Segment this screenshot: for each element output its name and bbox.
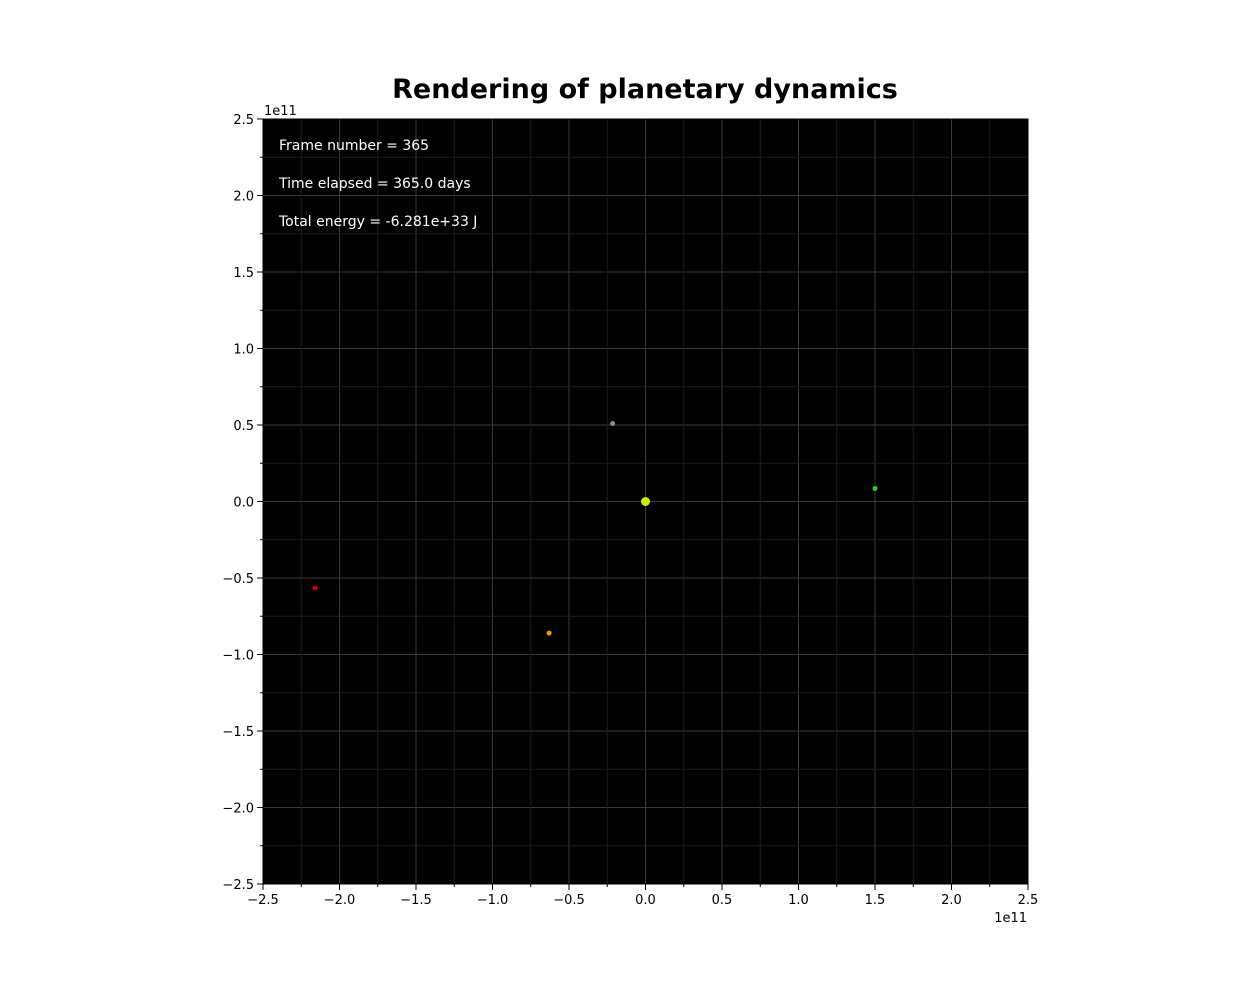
frame-number-label: Frame number = 365: [279, 138, 429, 154]
x-tick-label: −1.5: [400, 893, 432, 908]
x-tick-label: 0.0: [635, 893, 656, 908]
y-tick-label: 1.0: [233, 343, 254, 358]
x-tick-label: −2.0: [324, 893, 356, 908]
x-tick-label: 0.5: [712, 893, 733, 908]
x-tick-label: 1.0: [788, 893, 809, 908]
y-tick-label: −1.5: [222, 725, 254, 740]
total-energy-label: Total energy = -6.281e+33 J: [278, 214, 477, 230]
planet-point: [312, 585, 318, 591]
y-tick-label: 0.5: [233, 419, 254, 434]
x-axis-offset-label: 1e11: [994, 911, 1027, 926]
time-elapsed-label: Time elapsed = 365.0 days: [278, 176, 471, 192]
planet-point: [872, 485, 878, 491]
x-tick-label: −1.0: [477, 893, 509, 908]
y-tick-label: −2.5: [222, 878, 254, 893]
planet-points: [312, 420, 878, 636]
x-tick-label: 1.5: [865, 893, 886, 908]
sun-point: [641, 497, 650, 506]
y-tick-label: −0.5: [222, 572, 254, 587]
axis-ticks: −2.5 −2.0 −1.5 −1.0 −0.5 0.0 0.5 1.0 1.5 2.0 2.5 −2…: [222, 113, 1038, 908]
x-tick-label: 2.0: [941, 893, 962, 908]
y-tick-label: 2.0: [233, 190, 254, 205]
y-axis-offset-label: 1e11: [264, 104, 297, 119]
planet-point: [546, 630, 552, 636]
x-tick-label: −0.5: [553, 893, 585, 908]
x-tick-label: 2.5: [1018, 893, 1039, 908]
chart-title: Rendering of planetary dynamics: [392, 74, 898, 105]
y-tick-label: −2.0: [222, 802, 254, 817]
y-tick-label: 0.0: [233, 496, 254, 511]
y-tick-label: −1.0: [222, 649, 254, 664]
x-tick-label: −2.5: [247, 893, 279, 908]
annotations: Frame number = 365 Time elapsed = 365.0 …: [278, 138, 477, 230]
planet-point: [610, 420, 616, 426]
y-tick-label: 2.5: [233, 113, 254, 128]
y-tick-label: 1.5: [233, 266, 254, 281]
